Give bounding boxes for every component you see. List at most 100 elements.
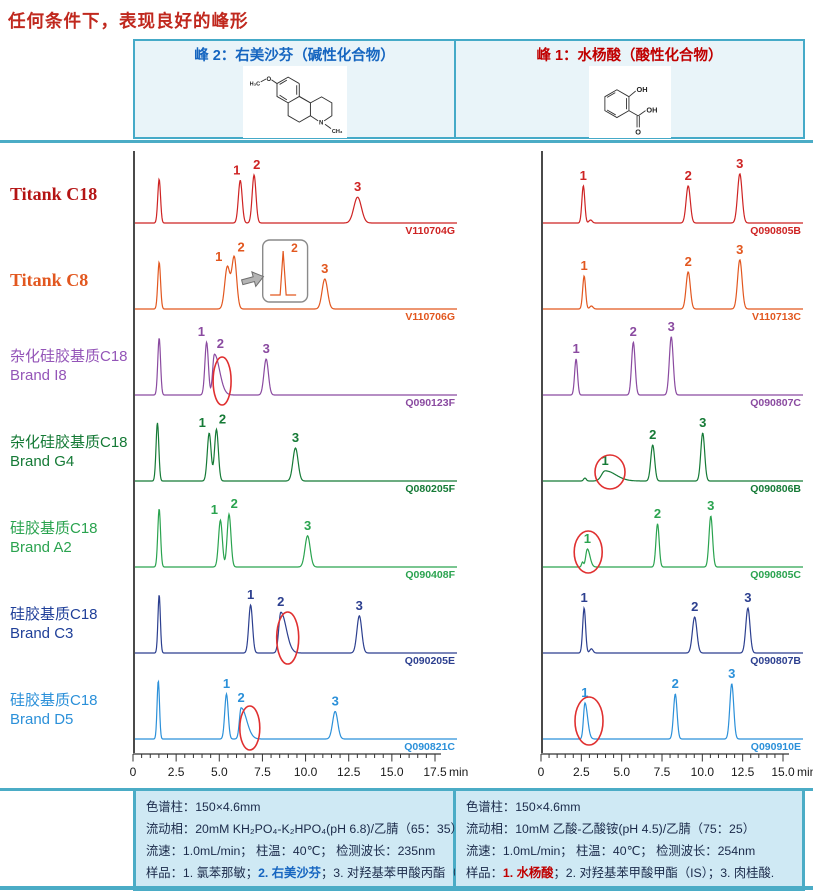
peak-number-label: 2 <box>277 594 284 609</box>
x-axis-tick-label: 2.5 <box>168 765 185 779</box>
trace-code-label: Q090807B <box>750 655 801 667</box>
peak-number-label: 3 <box>668 319 675 334</box>
x-axis-unit-label: min <box>797 765 813 779</box>
peak-number-label: 2 <box>231 496 238 511</box>
peak-number-label: 3 <box>292 430 299 445</box>
compound-header-boxes: 峰 2：右美沙芬（碱性化合物） O H₃C <box>133 39 805 139</box>
peak-number-label: 1 <box>580 590 587 605</box>
peak-number-label: 1 <box>580 168 587 183</box>
compound-header: 峰 2：右美沙芬（碱性化合物） O H₃C <box>0 39 813 143</box>
footer-accent-line <box>0 886 813 890</box>
trace-code-label: Q090123F <box>405 397 455 409</box>
carbonyl-o-label: O <box>635 128 641 137</box>
peak-number-label: 1 <box>215 249 222 264</box>
peak-number-label: 2 <box>217 336 224 351</box>
chromatogram-grid: Titank C18 Titank C8 杂化硅胶基质C18 Brand I8 杂化硅胶… <box>0 151 813 783</box>
mobile-phase-spec: 流动相：10mM 乙酸-乙酸铵(pH 4.5)/乙腈（75：25） <box>466 822 756 836</box>
chromatogram-trace: 1 2 3 Q090805B <box>543 156 803 237</box>
row-label: 硅胶基质C18 Brand A2 <box>10 520 98 556</box>
x-axis-tick-label: 10.0 <box>294 765 318 779</box>
header-divider-line <box>0 140 813 143</box>
chromatogram-trace: 1 2 3 Q090806B <box>543 415 803 495</box>
sample-spec: 样品：1. 水杨酸；2. 对羟基苯甲酸甲酯（IS）；3. 肉桂酸. <box>466 866 775 880</box>
poor-peak-annotation-ellipse <box>212 356 232 406</box>
trace-code-label: Q090806B <box>750 483 801 495</box>
peak-number-label: 1 <box>584 531 591 546</box>
peak-number-label: 1 <box>211 502 218 517</box>
column-labels: Titank C18 Titank C8 杂化硅胶基质C18 Brand I8 杂化硅胶… <box>0 151 133 783</box>
x-axis-tick-label: 5.0 <box>613 765 630 779</box>
conditions-box-left: 色谱柱：150×4.6mm 流动相：20mM KH₂PO₄-K₂HPO₄(pH … <box>133 788 485 891</box>
trace-code-label: Q090408F <box>405 569 455 581</box>
peak-number-label: 1 <box>601 453 608 468</box>
peak-number-label: 1 <box>199 415 206 430</box>
dextromethorphan-structure-image: O H₃C N CH₃ <box>242 66 347 138</box>
x-axis-tick-label: 15.0 <box>380 765 404 779</box>
zoom-inset-box <box>262 239 309 303</box>
x-axis-tick-label: 12.5 <box>337 765 361 779</box>
peak-number-label: 3 <box>707 498 714 513</box>
peak-number-label: 2 <box>685 254 692 269</box>
ether-o-label: O <box>266 77 271 83</box>
peak-number-label: 3 <box>332 693 339 708</box>
peak-number-label: 1 <box>572 341 579 356</box>
trace-code-label: Q090205E <box>405 655 455 667</box>
peak-number-label: 1 <box>233 162 240 177</box>
trace-code-label: V110704G <box>405 225 455 237</box>
row-label: Titank C18 <box>10 183 98 204</box>
poor-peak-annotation-ellipse <box>275 611 300 665</box>
x-axis-tick-label: 15.0 <box>771 765 795 779</box>
row-label: 硅胶基质C18 Brand D5 <box>10 692 98 728</box>
trace-code-label: Q090807C <box>750 397 801 409</box>
trace-code-label: V110706G <box>405 311 455 323</box>
flow-spec: 流速：1.0mL/min； 柱温：40℃； 检测波长：254nm <box>466 844 756 858</box>
peak-number-label: 3 <box>304 518 311 533</box>
chromatogram-trace: 1 2 3 Q090205E <box>135 587 457 667</box>
header-title-peak2: 峰 2：右美沙芬（碱性化合物） <box>194 48 395 64</box>
panel-salicylic-acid: 1 2 3 Q090805B 1 2 3 V110713C 1 2 3 Q090807C 1 2 3 Q090… <box>538 151 813 783</box>
peak-number-label: 1 <box>580 258 587 273</box>
x-axis: 0 2.5 5.0 7.5 10.0 12.5 15.0min <box>538 753 813 779</box>
salicylic-acid-structure-image: OH OH O <box>588 66 671 138</box>
flow-spec: 流速：1.0mL/min； 柱温：40℃； 检测波长：235nm <box>146 844 436 858</box>
peak-number-label: 3 <box>728 666 735 681</box>
column-spec: 色谱柱：150×4.6mm <box>146 800 261 814</box>
panel-dextromethorphan: 1 2 3 V110704G 1 2 3 2 V110706G 1 2 3 Q090123F 1 2 3 Q08… <box>130 151 495 783</box>
peak-number-label: 3 <box>736 156 743 171</box>
peak-number-label: 2 <box>685 168 692 183</box>
row-label: 硅胶基质C18 Brand C3 <box>10 606 98 642</box>
peak-number-label: 1 <box>247 587 254 602</box>
row-label: 杂化硅胶基质C18 Brand I8 <box>10 348 128 384</box>
peak-number-label: 2 <box>649 427 656 442</box>
chromatogram-trace: 1 2 3 Q080205F <box>135 411 457 495</box>
highlighted-analyte: 2. 右美沙芬 <box>258 866 321 880</box>
peak-number-label: 1 <box>223 676 230 691</box>
methoxy-label: H₃C <box>249 82 260 88</box>
trace-code-label: Q090910E <box>751 741 801 753</box>
peak-number-label: 2 <box>691 599 698 614</box>
header-box-salicylic-acid: 峰 1：水杨酸（酸性化合物） OH OH O <box>455 39 805 139</box>
highlighted-analyte: 1. 水杨酸 <box>502 866 554 880</box>
peak-number-label: 3 <box>736 242 743 257</box>
x-axis-tick-label: 0 <box>538 765 545 779</box>
page-title: 任何条件下，表现良好的峰形 <box>8 11 249 31</box>
trace-code-label: Q090821C <box>404 741 455 753</box>
peak-number-label: 2 <box>237 239 244 254</box>
chromatogram-trace: 1 2 3 Q090807B <box>543 590 803 667</box>
header-box-dextromethorphan: 峰 2：右美沙芬（碱性化合物） O H₃C <box>133 39 455 139</box>
chromatogram-trace: 12 3 Q090123F <box>135 324 457 409</box>
row-label: 杂化硅胶基质C18 Brand G4 <box>10 434 128 470</box>
chromatogram-trace: 1 2 3 Q090805C <box>543 498 803 581</box>
poor-peak-annotation-ellipse <box>594 454 626 490</box>
conditions-section: 色谱柱：150×4.6mm 流动相：20mM KH₂PO₄-K₂HPO₄(pH … <box>0 788 813 891</box>
column-spec: 色谱柱：150×4.6mm <box>466 800 581 814</box>
x-axis-tick-label: 17.5 <box>423 765 447 779</box>
mobile-phase-spec: 流动相：20mM KH₂PO₄-K₂HPO₄(pH 6.8)/乙腈（65：35） <box>146 822 463 836</box>
peak-number-label: 2 <box>630 324 637 339</box>
acid-oh-label: OH <box>646 106 657 115</box>
x-axis-tick-label: 12.5 <box>731 765 755 779</box>
peak-number-label: 2 <box>219 411 226 426</box>
sample-spec: 样品：1. 氯苯那敏；2. 右美沙芬；3. 对羟基苯甲酸丙酯（IS）. <box>146 866 485 880</box>
